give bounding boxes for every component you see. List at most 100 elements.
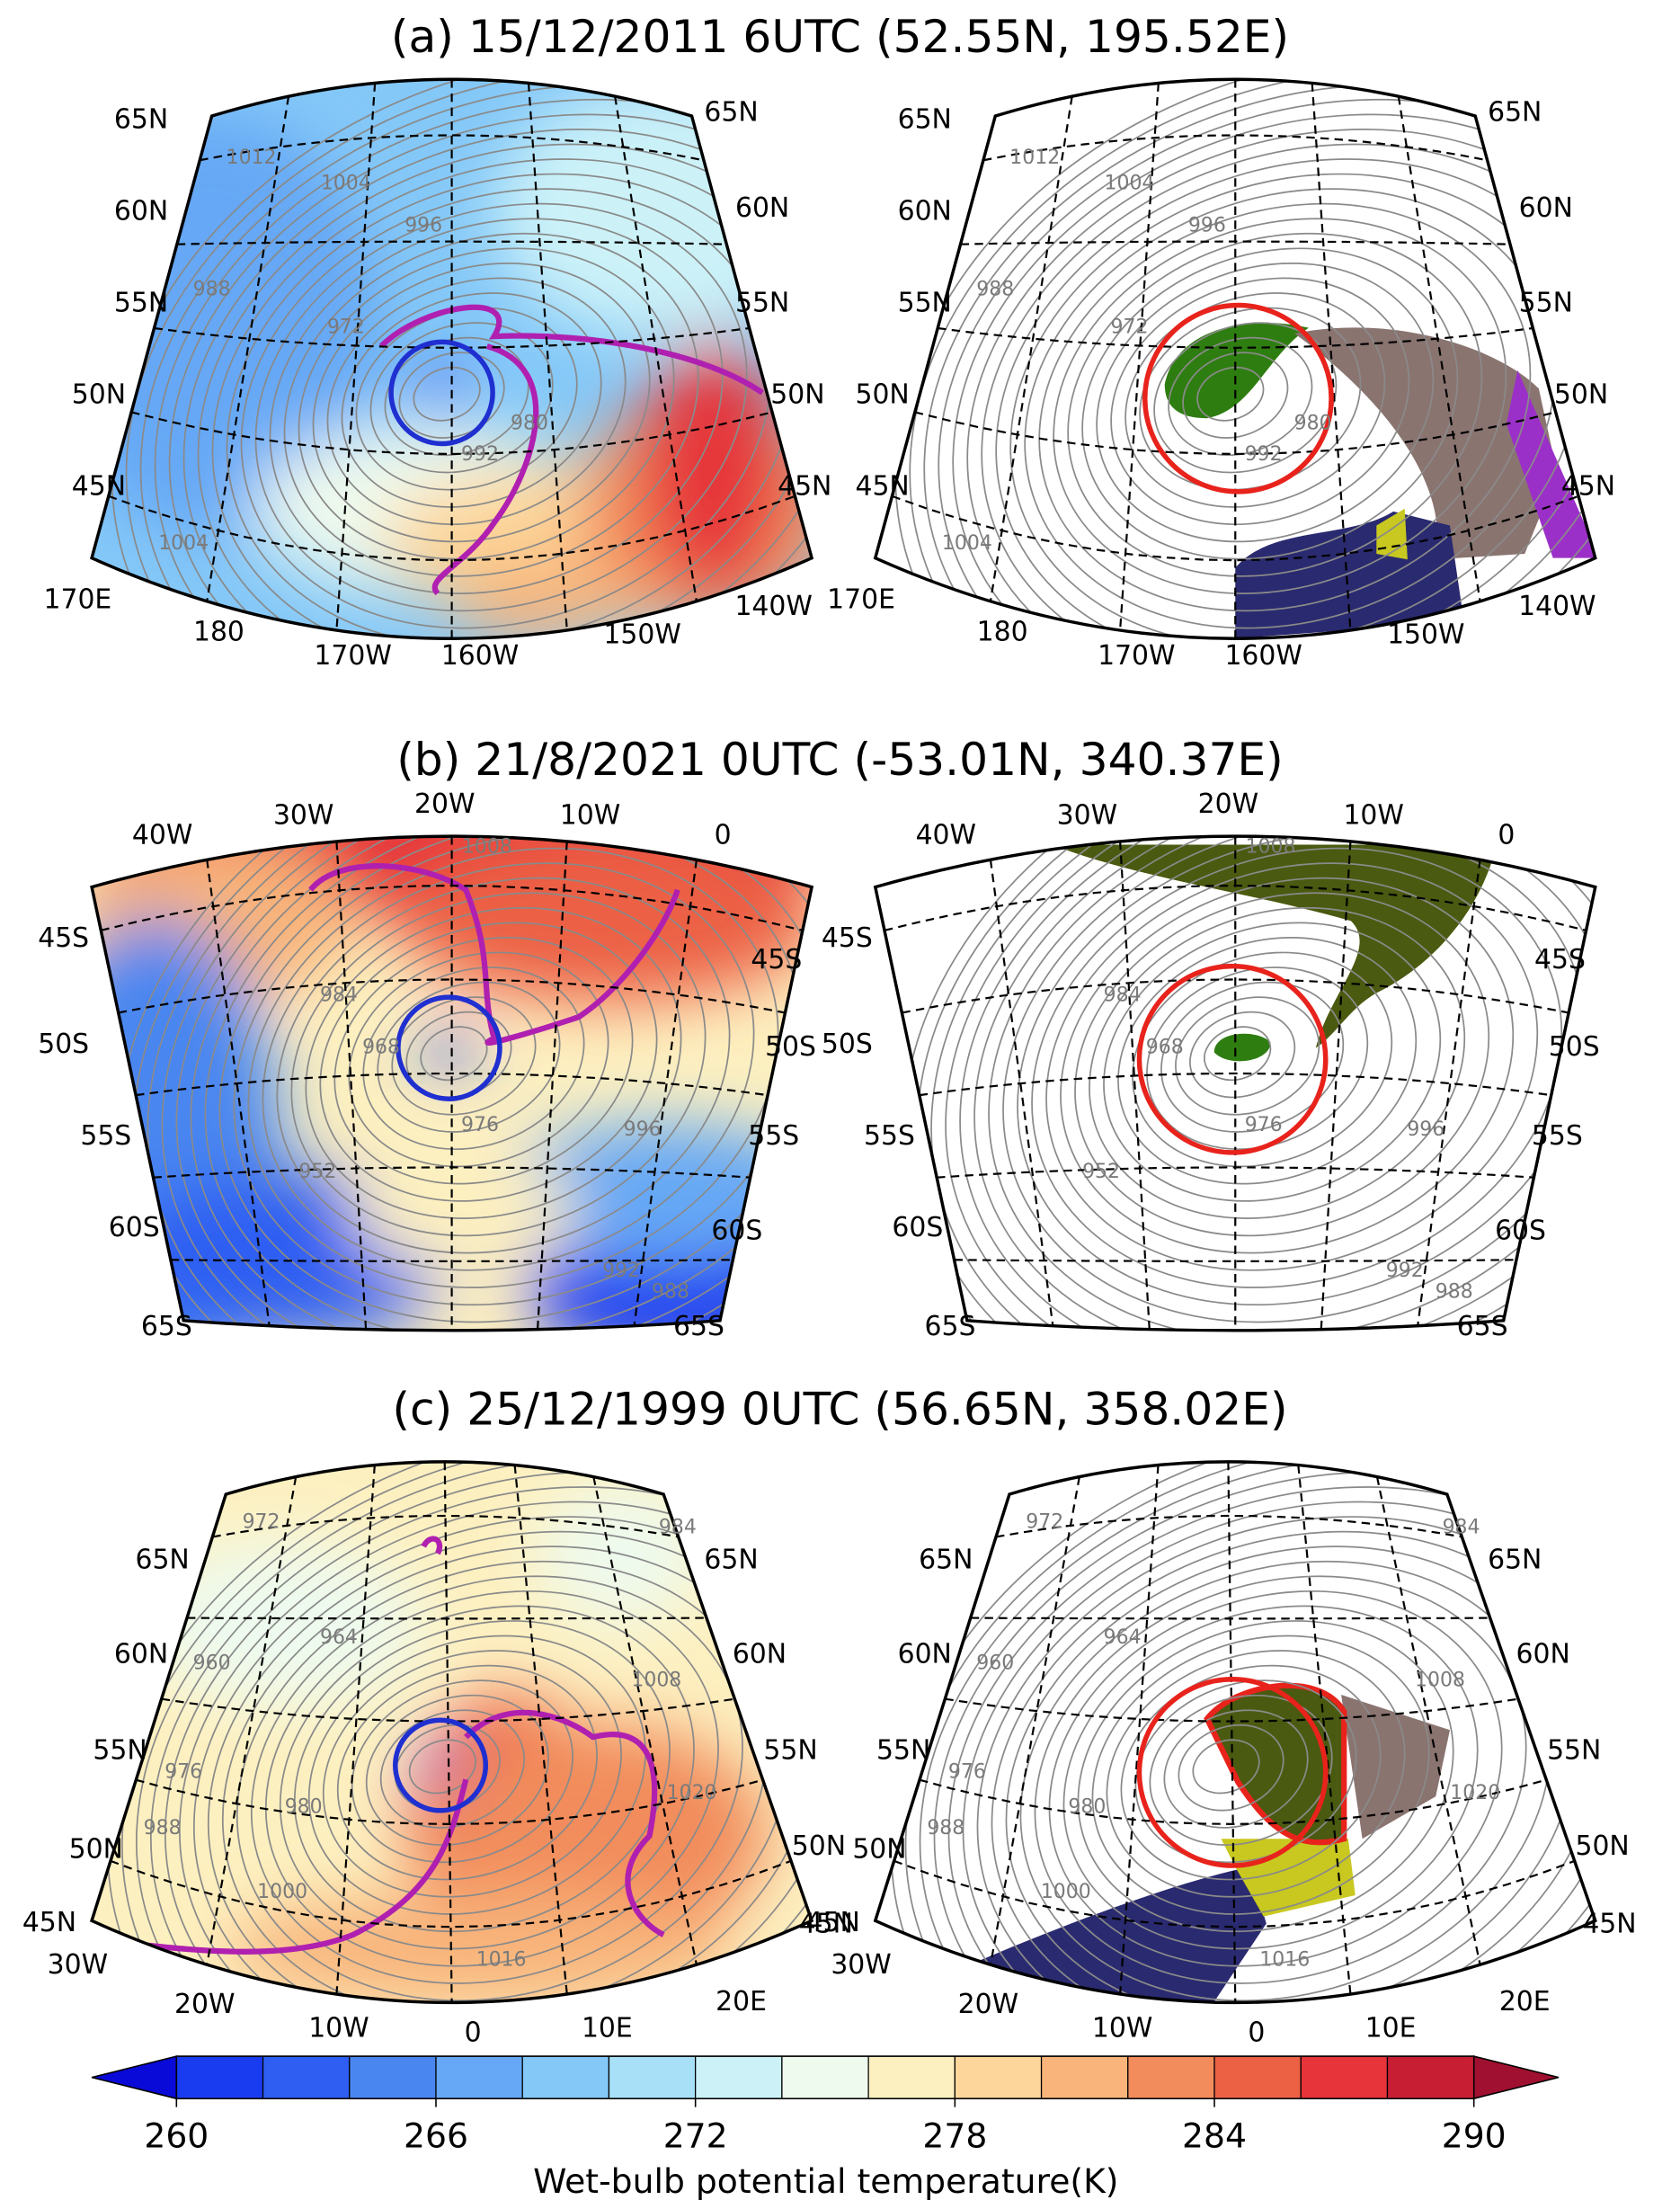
lat-label: 65S <box>141 1311 192 1342</box>
contour-label: 1004 <box>158 532 209 555</box>
map-frame <box>873 77 1597 640</box>
lon-label: 180 <box>977 616 1028 647</box>
lat-label: 50S <box>765 1031 816 1063</box>
isobar <box>1089 906 1466 1219</box>
isobar <box>1192 1739 1260 1795</box>
lat-label: 60S <box>892 1212 943 1243</box>
search-radius <box>396 994 502 1101</box>
map-frame <box>90 77 814 640</box>
lat-label: 50N <box>1575 1830 1629 1862</box>
lon-label: 170W <box>314 640 391 672</box>
lat-label: 65N <box>898 103 952 135</box>
isobar <box>178 1501 813 2003</box>
map-frame <box>873 834 1597 1332</box>
lon-label: 40W <box>132 820 192 851</box>
lat-label: 45S <box>1534 944 1586 975</box>
isobar <box>1110 277 1410 526</box>
lat-label: 65S <box>925 1311 976 1342</box>
contour-label: 992 <box>1386 1260 1424 1282</box>
isobar <box>909 79 1596 639</box>
graticule <box>200 134 705 162</box>
contour-label: 1000 <box>257 1881 307 1903</box>
lat-label: 45N <box>855 471 909 503</box>
graticule <box>592 1476 698 1965</box>
contour-label: 992 <box>1245 443 1283 466</box>
graticule <box>1119 83 1160 631</box>
isobar <box>1182 352 1289 439</box>
graticule <box>206 95 290 601</box>
graticule <box>1311 83 1352 631</box>
colorbar-box <box>1213 2055 1302 2099</box>
graticule <box>130 411 773 456</box>
contour-label: 984 <box>1104 984 1142 1007</box>
colorbar-tick-label: 260 <box>144 2116 209 2156</box>
colorbar-tick-label: 272 <box>663 2116 728 2156</box>
cyclone-region <box>1164 323 1309 419</box>
graticule <box>902 978 1569 1014</box>
lat-label: 65N <box>135 1544 189 1575</box>
isobar <box>154 98 813 639</box>
lat-label: 45N <box>778 471 831 503</box>
lat-label: 50N <box>852 1833 906 1865</box>
contour-label: 1012 <box>1009 147 1060 169</box>
lon-label: 10W <box>308 2013 369 2044</box>
graticule <box>1227 1461 1237 2003</box>
lat-label: 45S <box>751 944 802 975</box>
temperature-blob <box>412 370 469 410</box>
contour-label: 964 <box>1104 1626 1142 1649</box>
lat-label: 65N <box>114 103 168 135</box>
lon-label: 170E <box>827 583 895 615</box>
lat-label: 45S <box>38 922 89 954</box>
isobar <box>269 218 724 594</box>
lat-label: 55S <box>748 1120 799 1152</box>
lon-label: 160W <box>1224 640 1302 672</box>
contour-label: 992 <box>602 1260 640 1282</box>
isobar <box>312 263 651 543</box>
lat-label: 65N <box>1488 96 1542 128</box>
graticule <box>614 95 698 601</box>
graticule <box>443 1461 453 2003</box>
graticule <box>335 841 368 1330</box>
colorbar-box <box>781 2055 869 2099</box>
isobar <box>341 292 602 508</box>
contour-label: 996 <box>624 1118 662 1141</box>
temperature-blob <box>417 1748 458 1783</box>
map <box>92 1461 813 2003</box>
contour-label: 996 <box>1407 1118 1444 1141</box>
isobar <box>1053 218 1507 594</box>
lat-label: 65S <box>1457 1311 1508 1342</box>
contour-label: 972 <box>1026 1510 1063 1533</box>
isobar <box>247 847 779 1288</box>
isobar <box>1204 1026 1272 1082</box>
search-radius <box>1136 1676 1329 1868</box>
lat-label: 60N <box>898 1639 952 1670</box>
colorbar-box <box>1127 2055 1215 2099</box>
isobar <box>147 836 813 1331</box>
graticule <box>1375 1476 1481 1965</box>
temperature-blob <box>395 836 813 1003</box>
lon-label: 10W <box>1092 2013 1152 2044</box>
isobar <box>322 1650 622 1898</box>
contour-label: 1020 <box>667 1782 717 1804</box>
lat-label: 45N <box>72 471 126 503</box>
contour-label: 952 <box>1082 1161 1120 1183</box>
isobar <box>233 836 804 1306</box>
isobar <box>136 1461 813 2003</box>
contour-label: 996 <box>404 215 442 237</box>
colorbar-box <box>1386 2055 1475 2099</box>
isobar <box>139 84 813 639</box>
isobar <box>938 98 1596 639</box>
isobar <box>254 202 748 612</box>
isobar <box>966 129 1596 639</box>
lat-label: 60S <box>1495 1215 1546 1246</box>
colorbar-tick-label: 278 <box>922 2116 987 2156</box>
lat-label: 55N <box>114 287 168 318</box>
lon-label: 170E <box>43 583 111 615</box>
isobar <box>945 836 1596 1331</box>
lat-label: 55S <box>80 1120 131 1152</box>
isobar <box>283 232 699 577</box>
graticule <box>1119 1465 1160 1995</box>
graticule <box>206 860 271 1326</box>
lon-label: 30W <box>48 1949 108 1981</box>
